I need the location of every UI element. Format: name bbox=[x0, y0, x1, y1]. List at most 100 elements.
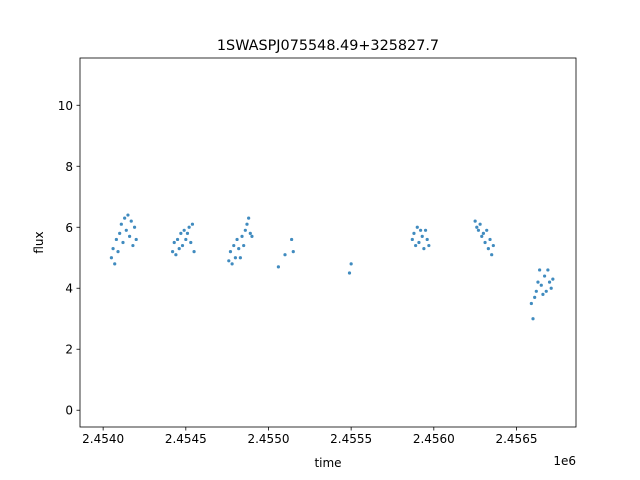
data-point bbox=[187, 225, 191, 229]
data-point bbox=[113, 262, 117, 266]
data-point bbox=[174, 253, 178, 257]
data-point bbox=[539, 283, 543, 287]
data-point bbox=[488, 237, 492, 242]
data-point bbox=[491, 243, 495, 248]
y-tick-label: 2 bbox=[65, 343, 73, 357]
data-point bbox=[175, 237, 180, 242]
y-tick-label: 10 bbox=[58, 99, 73, 113]
data-point bbox=[242, 243, 246, 248]
data-point bbox=[132, 225, 137, 229]
x-axis: 2.4540 2.4545 2.4550 2.4555 2.4560 2.4565 bbox=[82, 427, 537, 446]
data-point bbox=[227, 259, 231, 263]
data-point bbox=[483, 240, 487, 245]
x-tick-label: 2.4550 bbox=[247, 432, 289, 446]
data-point bbox=[119, 222, 123, 226]
data-point bbox=[250, 234, 254, 238]
data-point bbox=[233, 256, 238, 260]
data-point bbox=[415, 225, 419, 229]
data-point bbox=[182, 228, 186, 232]
y-tick-label: 8 bbox=[65, 160, 73, 174]
data-point bbox=[541, 292, 545, 296]
data-point bbox=[480, 234, 484, 238]
data-point bbox=[189, 240, 193, 245]
data-point bbox=[248, 231, 252, 235]
data-point bbox=[230, 262, 234, 266]
data-point bbox=[418, 228, 423, 232]
data-point bbox=[283, 253, 287, 257]
data-point bbox=[473, 219, 477, 223]
data-point bbox=[533, 295, 537, 299]
data-points bbox=[109, 213, 555, 321]
data-point bbox=[123, 216, 127, 220]
data-point bbox=[129, 219, 133, 223]
y-tick-label: 6 bbox=[65, 221, 73, 235]
data-point bbox=[291, 250, 295, 254]
data-point bbox=[118, 231, 122, 235]
data-point bbox=[542, 274, 547, 278]
data-point bbox=[109, 256, 114, 260]
y-tick-label: 0 bbox=[65, 404, 73, 418]
data-point bbox=[190, 222, 195, 226]
x-tick-label: 2.4565 bbox=[495, 432, 537, 446]
data-point bbox=[177, 247, 181, 251]
data-point bbox=[276, 265, 280, 269]
y-tick-label: 4 bbox=[65, 282, 73, 296]
data-point bbox=[192, 250, 196, 254]
data-point bbox=[546, 268, 550, 272]
data-point bbox=[126, 213, 130, 217]
data-point bbox=[534, 289, 538, 293]
data-point bbox=[531, 317, 535, 321]
x-axis-offset-label: 1e6 bbox=[553, 454, 576, 468]
data-point bbox=[243, 228, 247, 232]
data-point bbox=[485, 228, 489, 232]
y-axis: 0 2 4 6 8 10 bbox=[58, 99, 80, 418]
data-point bbox=[180, 243, 185, 248]
data-point bbox=[490, 253, 494, 257]
data-point bbox=[245, 222, 249, 226]
data-point bbox=[111, 247, 115, 251]
data-point bbox=[349, 262, 353, 266]
data-point bbox=[347, 271, 352, 275]
plot-frame bbox=[79, 57, 577, 428]
x-tick-label: 2.4555 bbox=[330, 432, 372, 446]
data-point bbox=[549, 286, 553, 290]
data-point bbox=[423, 228, 428, 232]
data-point bbox=[235, 237, 239, 242]
data-point bbox=[128, 234, 132, 238]
data-point bbox=[417, 240, 421, 245]
y-axis-label: flux bbox=[32, 231, 46, 253]
data-point bbox=[476, 228, 481, 232]
data-point bbox=[247, 216, 251, 220]
data-point bbox=[172, 240, 176, 245]
data-point bbox=[131, 243, 135, 248]
data-point bbox=[185, 231, 190, 235]
x-tick-label: 2.4545 bbox=[165, 432, 207, 446]
data-point bbox=[486, 247, 490, 251]
data-point bbox=[425, 237, 429, 242]
data-point bbox=[547, 280, 552, 284]
data-point bbox=[290, 237, 294, 242]
data-point bbox=[116, 250, 120, 254]
data-point bbox=[240, 234, 244, 238]
data-point bbox=[170, 250, 175, 254]
data-point bbox=[420, 234, 424, 238]
data-point bbox=[121, 240, 125, 245]
data-point bbox=[414, 243, 418, 248]
data-point bbox=[422, 247, 426, 251]
data-point bbox=[228, 250, 233, 254]
data-point bbox=[536, 280, 540, 284]
x-tick-label: 2.4540 bbox=[82, 432, 124, 446]
data-point bbox=[238, 256, 242, 260]
data-point bbox=[427, 243, 431, 248]
data-point bbox=[478, 222, 482, 226]
chart-title: 1SWASPJ075548.49+325827.7 bbox=[217, 38, 439, 54]
data-point bbox=[481, 231, 486, 235]
data-point bbox=[184, 237, 188, 242]
data-point bbox=[551, 277, 555, 281]
data-point bbox=[232, 243, 236, 248]
x-tick-label: 2.4560 bbox=[413, 432, 455, 446]
data-point bbox=[114, 237, 118, 242]
data-point bbox=[538, 268, 542, 272]
